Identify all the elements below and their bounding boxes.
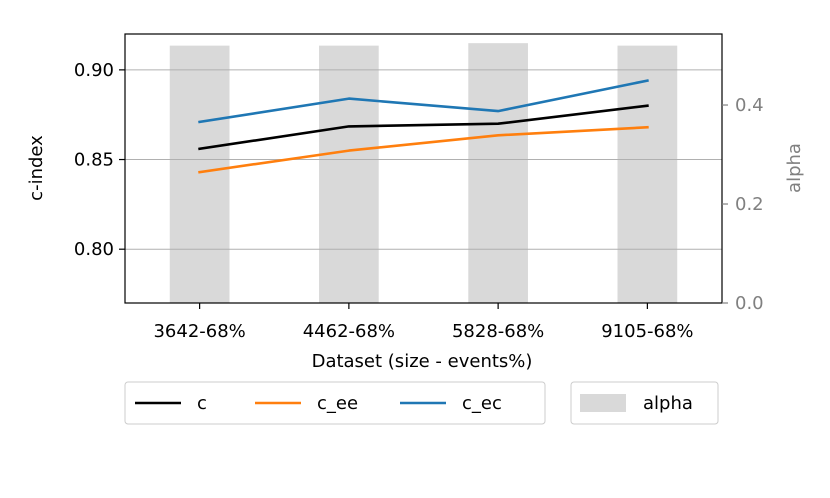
- y-tick-label-1: 0.80: [74, 239, 114, 260]
- x-axis: 3642-68% 4462-68% 5828-68% 9105-68%: [153, 303, 694, 342]
- x-tick-label-2: 4462-68%: [303, 321, 395, 342]
- legend-series-frame: [124, 381, 546, 425]
- legend-alpha: alpha: [570, 381, 719, 425]
- y-axis-right-title: alpha: [784, 143, 805, 193]
- y-tick-label-3: 0.90: [74, 60, 114, 81]
- alpha-bar-3: [468, 43, 528, 303]
- y-axis-left: 0.80 0.85 0.90: [74, 60, 125, 260]
- y2-tick-label-1: 0.0: [735, 293, 764, 314]
- x-axis-title: Dataset (size - events%): [312, 351, 533, 372]
- y2-tick-label-3: 0.4: [735, 95, 764, 116]
- alpha-bar-4: [617, 45, 678, 303]
- legend-label-c-ee: c_ee: [317, 393, 358, 414]
- x-tick-label-1: 3642-68%: [153, 321, 245, 342]
- legend-swatch-alpha: [580, 394, 626, 412]
- series-line-c-ec: [198, 79, 649, 124]
- y-axis-right: 0.0 0.2 0.4: [722, 95, 764, 314]
- legend-label-alpha: alpha: [643, 393, 693, 414]
- grid: [125, 69, 722, 250]
- plot-frame: [124, 33, 723, 304]
- legend-series: c c_ee c_ec: [124, 381, 546, 425]
- alpha-bar-1: [169, 45, 230, 303]
- legend-label-c: c: [197, 393, 207, 414]
- legend-label-c-ec: c_ec: [462, 393, 502, 414]
- alpha-bars: [169, 43, 678, 303]
- x-tick-label-3: 5828-68%: [452, 321, 544, 342]
- y-axis-title: c-index: [26, 135, 47, 201]
- legend-alpha-frame: [570, 381, 719, 425]
- x-tick-label-4: 9105-68%: [601, 321, 693, 342]
- series-line-c: [198, 104, 649, 151]
- y-tick-label-2: 0.85: [74, 150, 114, 171]
- series-lines: [198, 79, 649, 174]
- y2-tick-label-2: 0.2: [735, 194, 764, 215]
- alpha-bar-2: [319, 45, 379, 303]
- series-line-c-ee: [198, 125, 649, 174]
